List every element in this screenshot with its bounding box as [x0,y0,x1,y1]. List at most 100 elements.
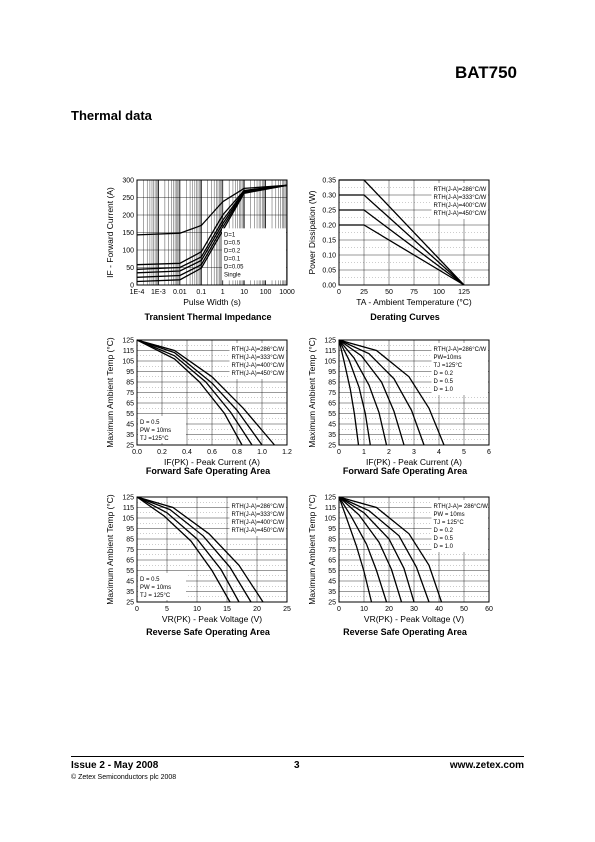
legend-entry: D = 0.2 [434,528,454,534]
x-tick-label: 1.2 [282,449,292,456]
annotation-text: PW = 10ms [140,428,171,434]
series-line [338,496,403,603]
y-tick-label: 0.00 [322,283,336,290]
annotation-text: D = 0.5 [140,577,160,583]
series-line [136,339,243,446]
series-line [338,496,388,603]
y-tick-label: 45 [328,422,336,429]
y-tick-label: 85 [328,537,336,544]
y-tick-label: 35 [126,589,134,596]
caption-forward-soa-current: Forward Safe Operating Area [145,466,271,476]
x-tick-label: 1E-3 [151,289,166,296]
series-line [136,184,288,236]
x-tick-label: 10 [193,606,201,613]
legend-entry: RTH(J-A)=450°C/W [232,528,285,534]
y-tick-label: 200 [122,213,134,220]
y-tick-label: 45 [328,579,336,586]
chart-forward-soa-duty: 0 1 2 3 4 5 6 25 35 45 55 65 75 85 95 105 115 125 IF(PK) -… [305,330,495,480]
legend-entry: D=0.05 [224,264,244,270]
series-line [339,209,465,286]
legend-entry: RTH(J-A)=333°C/W [232,355,285,361]
y-tick-label: 0 [130,283,134,290]
legend-entry: D = 0.5 [434,536,454,542]
legend-entry: D=1 [224,232,236,238]
legend-entry: RTH(J-A)=286°C/W [232,347,285,353]
y-tick-label: 50 [126,265,134,272]
x-tick-label: 3 [412,449,416,456]
footer-issue: Issue 2 - May 2008 [71,760,159,771]
legend-entry: D=0.5 [224,240,241,246]
x-tick-label: 1.0 [257,449,267,456]
x-tick-label: 0 [337,606,341,613]
x-tick-label: 4 [437,449,441,456]
y-tick-label: 55 [126,411,134,418]
y-axis-label: Power Dissipation (W) [307,190,317,274]
y-tick-label: 0.20 [322,223,336,230]
y-axis-label: Maximum Ambient Temp (°C) [105,337,115,448]
x-tick-label: 0.2 [157,449,167,456]
plot-frame [136,496,288,603]
y-tick-label: 0.35 [322,178,336,185]
y-tick-label: 0.15 [322,238,336,245]
chart-transient-thermal-impedance: 1E-4 1E-3 0.01 0.1 1 10 100 1000 0 50 100 150 200 250… [103,170,295,320]
part-number: BAT750 [454,63,517,82]
plot-frame [136,179,288,286]
footer-page-number: 3 [294,760,300,771]
y-tick-label: 95 [328,526,336,533]
legend-entry: D = 1.0 [434,544,454,550]
x-tick-label: 100 [260,289,272,296]
y-tick-label: 55 [126,568,134,575]
x-tick-label: 1E-4 [130,289,145,296]
legend-entry: RTH(J-A)=450°C/W [434,211,487,217]
chart-svg: 1E-4 1E-3 0.01 0.1 1 10 100 1000 0 50 100 150 200 250… [105,178,295,308]
x-tick-label: 25 [360,289,368,296]
y-tick-label: 75 [328,547,336,554]
y-tick-label: 95 [328,369,336,376]
series-line [338,339,445,446]
y-axis-label: Maximum Ambient Temp (°C) [307,337,317,448]
annotation-box [138,416,186,443]
y-tick-label: 125 [324,495,336,502]
x-tick-label: 10 [240,289,248,296]
series-line [338,496,430,603]
series-line [338,339,371,446]
legend-entry: RTH(J-A)=286°C/W [434,187,487,193]
series-line [338,496,443,603]
annotation-box [431,500,480,527]
annotation-text: PW = 10ms [140,585,171,591]
series-line [338,339,360,446]
x-axis-label: IF(PK) - Peak Current (A) [366,457,462,467]
legend-box [222,228,286,281]
annotation-text: TJ = 125°C [434,520,465,526]
y-tick-label: 125 [122,495,134,502]
x-axis-label: TA - Ambient Temperature (°C) [356,297,472,307]
x-tick-label: 0 [135,606,139,613]
y-tick-label: 55 [328,411,336,418]
x-tick-label: 25 [283,606,291,613]
chart-svg: 0 10 20 30 40 50 60 25 35 45 55 65 75 85 95 105 115 125 VR… [307,494,493,624]
series-line [339,179,465,286]
y-tick-label: 100 [122,248,134,255]
x-tick-label: 40 [435,606,443,613]
y-tick-label: 95 [126,526,134,533]
footer-url[interactable]: www.zetex.com [449,760,524,771]
y-tick-label: 125 [122,338,134,345]
chart-reverse-soa-current: 0 5 10 15 20 25 25 35 45 55 65 75 85 95 105 115 125 VR(PK… [103,487,293,637]
annotation-text: RTH(J-A)= 286°C/W [434,504,489,510]
legend-entry: RTH(J-A)=400°C/W [232,363,285,369]
y-tick-label: 75 [126,390,134,397]
y-axis-label: Maximum Ambient Temp (°C) [105,494,115,605]
series-line [136,496,264,603]
chart-reverse-soa-duty: 0 10 20 30 40 50 60 25 35 45 55 65 75 85 95 105 115 125 VR… [305,487,495,637]
x-tick-label: 60 [485,606,493,613]
annotation-text: PW = 10ms [434,512,465,518]
x-tick-label: 0.6 [207,449,217,456]
caption-transient-thermal-impedance: Transient Thermal Impedance [144,312,272,322]
y-tick-label: 105 [324,516,336,523]
x-tick-label: 6 [487,449,491,456]
series-line [339,224,465,286]
x-tick-label: 1 [221,289,225,296]
series-line [136,496,240,603]
series-line [136,339,263,446]
y-tick-label: 250 [122,195,134,202]
